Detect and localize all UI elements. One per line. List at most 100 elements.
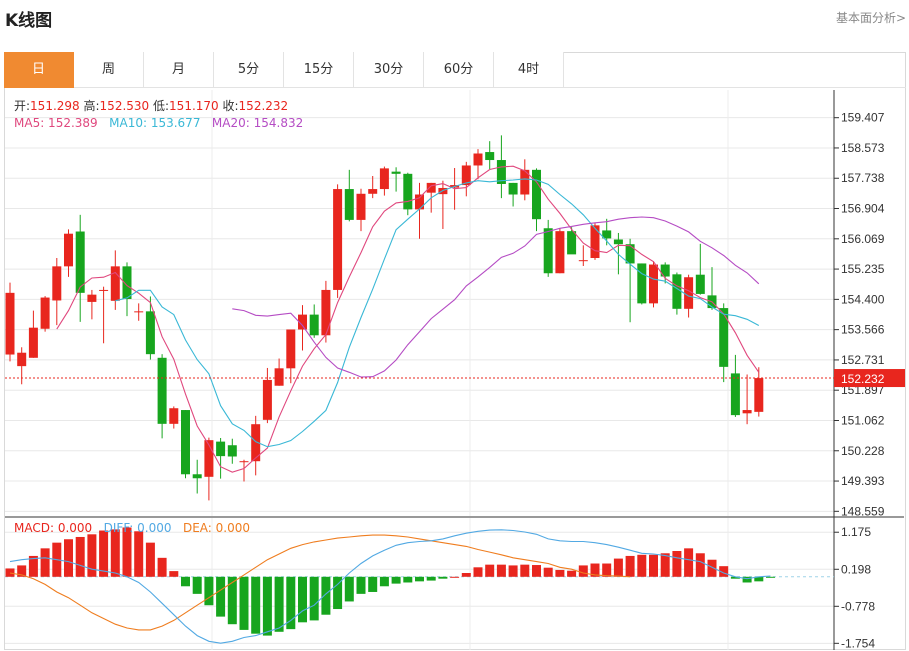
macd-histogram-bar [122, 527, 132, 577]
period-tabs: 日周月 5分 15分 30分 60分 4时 [4, 52, 564, 88]
macd-histogram-bar [227, 576, 237, 625]
price-tick-label: 148.559 [841, 504, 885, 518]
macd-histogram-bar [356, 576, 366, 594]
macd-histogram-bar [262, 576, 272, 636]
macd-histogram-bar [426, 576, 436, 581]
macd-histogram-bar [309, 576, 319, 621]
candle-body [181, 410, 190, 475]
tab-period-7[interactable]: 4时 [494, 52, 564, 88]
candle-body [532, 169, 541, 220]
macd-histogram-bar [766, 576, 775, 578]
low-value: 151.170 [169, 99, 219, 113]
tab-bar-filler [564, 52, 906, 88]
candle-body [754, 378, 764, 412]
macd-histogram-bar [485, 564, 495, 577]
macd-legend: MACD: 0.000 DIFF: 0.000 DEA: 0.000 [14, 521, 250, 535]
candle-body [567, 231, 577, 255]
macd-histogram-bar [40, 548, 50, 577]
macd-histogram-bar [379, 576, 389, 587]
macd-histogram-bar [251, 576, 261, 634]
macd-histogram-bar [649, 554, 658, 577]
candle-body [64, 233, 73, 267]
candle-body [145, 311, 155, 355]
candle-body [508, 182, 518, 195]
macd-histogram-bar [602, 563, 612, 577]
candle-body [52, 266, 62, 301]
candle-body [391, 171, 401, 174]
candle-body [613, 239, 623, 245]
macd-histogram-bar [461, 573, 471, 577]
macd-histogram-bar [415, 576, 424, 582]
macd-histogram-bar [450, 576, 460, 578]
macd-histogram-bar [496, 564, 506, 577]
candle-body [28, 327, 38, 358]
macd-histogram-bar [637, 554, 647, 577]
tab-period-5[interactable]: 30分 [354, 52, 424, 88]
header-bar: K线图 基本面分析> [0, 0, 909, 36]
candle-body [625, 244, 635, 264]
macd-histogram-bar [298, 576, 307, 623]
fundamental-analysis-link[interactable]: 基本面分析> [835, 11, 906, 25]
macd-histogram-bar [613, 558, 623, 577]
macd-histogram-bar [181, 576, 190, 587]
candle-body [649, 264, 658, 304]
open-label: 开: [14, 99, 31, 113]
candle-body [590, 225, 600, 259]
price-tick-label: 154.400 [841, 292, 885, 306]
macd-histogram-bar [204, 576, 214, 606]
candle-body [695, 274, 705, 294]
macd-histogram-bar [719, 566, 729, 577]
macd-histogram-bar [192, 576, 202, 594]
price-tick-label: 156.069 [841, 232, 885, 246]
current-price-tag [834, 369, 905, 388]
macd-histogram-bar [239, 576, 249, 630]
candle-body [473, 153, 483, 166]
macd-histogram-bar [145, 542, 155, 577]
candle-body [602, 230, 612, 239]
tab-period-1[interactable]: 周 [74, 52, 144, 88]
macd-histogram-bar [333, 576, 343, 610]
candle-body [672, 274, 682, 309]
macd-histogram-bar [286, 576, 296, 630]
candle-body [169, 408, 179, 424]
macd-histogram-bar [520, 564, 530, 577]
macd-histogram-bar [391, 576, 401, 584]
price-tick-label: 150.228 [841, 444, 885, 458]
macd-histogram-bar [660, 553, 670, 577]
high-label: 高: [83, 99, 100, 113]
macd-histogram-bar [672, 551, 682, 577]
macd-histogram-bar [543, 567, 553, 577]
price-tick-label: 149.393 [841, 474, 885, 488]
candle-body [75, 231, 85, 293]
macd-histogram-bar [169, 571, 179, 577]
price-tick-label: 158.573 [841, 141, 885, 155]
candle-body [719, 308, 729, 367]
candle-body [157, 357, 167, 424]
candle-body [426, 182, 436, 193]
tab-period-0[interactable]: 日 [4, 52, 74, 88]
candle-body [204, 440, 214, 477]
ma20-legend: MA20: 154.832 [211, 116, 304, 130]
candle-body [368, 189, 378, 194]
candle-body [262, 379, 272, 420]
candle-body [309, 314, 319, 336]
candle-body [274, 368, 284, 386]
macd-histogram-bar [508, 565, 518, 577]
macd-value-label: MACD: 0.000 [14, 521, 93, 535]
tab-period-3[interactable]: 5分 [214, 52, 284, 88]
price-tick-label: 152.731 [841, 353, 885, 367]
candle-body [110, 266, 120, 301]
page-title: K线图 [5, 11, 53, 31]
macd-histogram-bar [695, 553, 705, 577]
ma10-line [115, 178, 760, 448]
tab-period-2[interactable]: 月 [144, 52, 214, 88]
candle-body [684, 277, 694, 309]
macd-histogram-bar [99, 530, 109, 577]
tab-period-6[interactable]: 60分 [424, 52, 494, 88]
tab-period-4[interactable]: 15分 [284, 52, 354, 88]
price-tick-label: 153.566 [841, 323, 885, 337]
macd-histogram-bar [578, 565, 588, 577]
candle-body [99, 289, 109, 291]
candle-body [356, 193, 366, 220]
diff-line [9, 529, 771, 644]
